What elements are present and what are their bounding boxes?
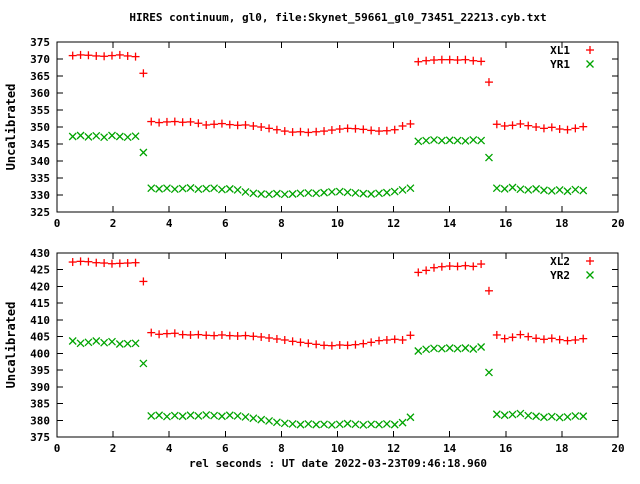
y-tick-label: 370 <box>30 53 50 66</box>
x-tick-label: 10 <box>331 442 344 455</box>
x-tick-label: 18 <box>555 442 568 455</box>
panel1-ylabel: Uncalibrated <box>4 84 18 171</box>
legend-marker-YR1 <box>586 60 594 68</box>
legend-marker-YR2 <box>586 271 594 279</box>
panel-axes <box>56 41 619 213</box>
y-tick-label: 430 <box>30 247 50 260</box>
y-tick-label: 325 <box>30 206 50 219</box>
legend-label-YR1: YR1 <box>550 58 570 71</box>
legend-label-YR2: YR2 <box>550 269 570 282</box>
x-tick-label: 8 <box>278 442 285 455</box>
x-tick-label: 20 <box>611 442 624 455</box>
y-tick-label: 335 <box>30 172 50 185</box>
legend-marker-XL2 <box>586 257 594 265</box>
x-tick-label: 8 <box>278 217 285 230</box>
x-tick-label: 12 <box>387 442 400 455</box>
y-tick-label: 340 <box>30 155 50 168</box>
x-tick-label: 4 <box>166 442 173 455</box>
x-tick-label: 4 <box>166 217 173 230</box>
top-panel: 0 2 4 6 8 10 12 14 16 18 20 325 330 335 340 345 350 355 36… <box>30 36 625 230</box>
y-tick-label: 375 <box>30 431 50 444</box>
x-tick-label: 16 <box>499 442 513 455</box>
y-tick-label: 360 <box>30 87 50 100</box>
bottom-panel: 0 2 4 6 8 10 12 14 16 18 20 375 380 385 390 395 400 405 41… <box>30 247 625 455</box>
x-axis-label: rel seconds : UT date 2022-03-23T09:46:1… <box>189 457 487 470</box>
y-tick-label: 395 <box>30 364 50 377</box>
legend-label-XL2: XL2 <box>550 255 570 268</box>
legend-marker-XL1 <box>586 46 594 54</box>
y-tick-label: 425 <box>30 264 50 277</box>
x-tick-label: 10 <box>331 217 344 230</box>
x-tick-label: 16 <box>499 217 513 230</box>
y-tick-label: 330 <box>30 189 50 202</box>
panel2-ylabel: Uncalibrated <box>4 302 18 389</box>
series-XL2 <box>68 257 588 350</box>
x-tick-label: 0 <box>54 442 61 455</box>
x-tick-label: 14 <box>443 217 457 230</box>
y-tick-label: 365 <box>30 70 50 83</box>
y-tick-label: 385 <box>30 398 50 411</box>
y-tick-label: 380 <box>30 414 50 427</box>
series-XL1 <box>68 50 588 137</box>
y-tick-label: 375 <box>30 36 50 49</box>
x-tick-label: 0 <box>54 217 61 230</box>
y-tick-label: 390 <box>30 381 50 394</box>
x-tick-label: 20 <box>611 217 624 230</box>
series-YR2 <box>68 337 588 429</box>
y-tick-label: 415 <box>30 297 50 310</box>
x-tick-label: 6 <box>222 442 229 455</box>
x-tick-label: 2 <box>110 217 117 230</box>
x-tick-label: 12 <box>387 217 400 230</box>
series-YR1 <box>68 131 588 199</box>
y-tick-label: 400 <box>30 347 50 360</box>
x-tick-label: 6 <box>222 217 229 230</box>
y-tick-label: 420 <box>30 280 50 293</box>
x-tick-label: 14 <box>443 442 457 455</box>
chart-title: HIRES continuum, gl0, file:Skynet_59661_… <box>129 11 546 24</box>
panel-axes <box>56 252 619 438</box>
legend-label-XL1: XL1 <box>550 44 570 57</box>
y-tick-label: 355 <box>30 104 50 117</box>
x-tick-label: 18 <box>555 217 568 230</box>
x-tick-label: 2 <box>110 442 117 455</box>
y-tick-label: 350 <box>30 121 50 134</box>
y-tick-label: 410 <box>30 314 50 327</box>
y-tick-label: 405 <box>30 331 50 344</box>
y-tick-label: 345 <box>30 138 50 151</box>
